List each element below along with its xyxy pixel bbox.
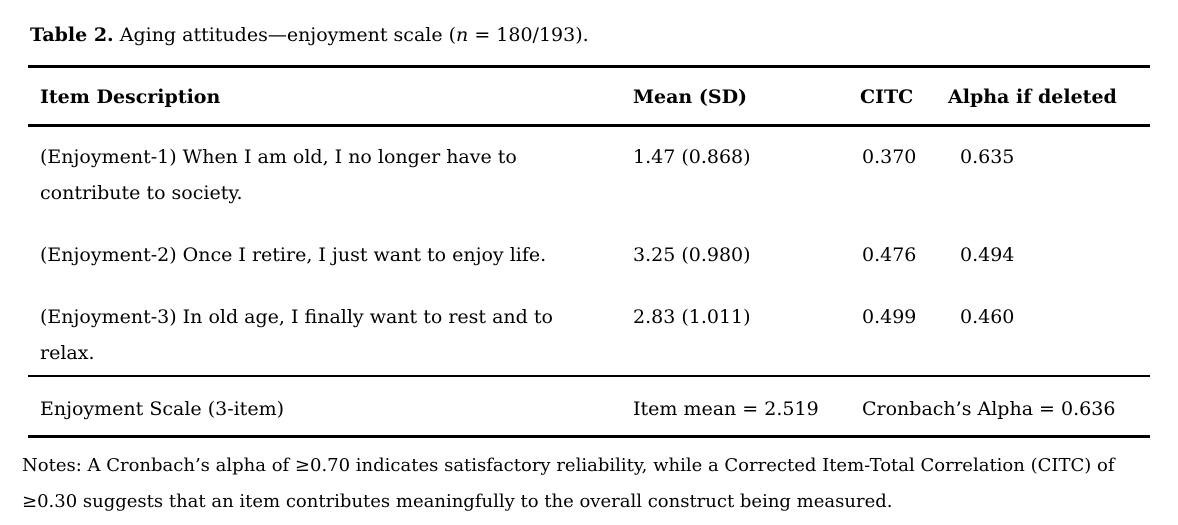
alpha-cell: 0.460 <box>960 306 1015 328</box>
table-row-enjoyment-1: (Enjoyment-1) When I am old, I no longer… <box>28 127 1150 225</box>
item-description-cell: (Enjoyment-1) When I am old, I no longer… <box>40 146 517 204</box>
table-row-enjoyment-2: (Enjoyment-2) Once I retire, I just want… <box>28 225 1150 287</box>
table-notes: Notes: A Cronbach’s alpha of ≥0.70 indic… <box>22 455 1115 512</box>
column-header-item-description: Item Description <box>40 86 221 108</box>
mean-sd-cell: 3.25 (0.980) <box>633 244 751 266</box>
table-caption: Table 2. Aging attitudes—enjoyment scale… <box>0 0 1178 49</box>
table-row-enjoyment-3: (Enjoyment-3) In old age, I finally want… <box>28 287 1150 375</box>
column-header-mean-sd: Mean (SD) <box>633 86 748 108</box>
table-mid-rule <box>28 375 1150 377</box>
summary-scale-label: Enjoyment Scale (3-item) <box>40 398 284 420</box>
table-summary-row: Enjoyment Scale (3-item) Item mean = 2.5… <box>28 377 1150 438</box>
table-caption-text: Aging attitudes—enjoyment scale ( <box>113 24 457 46</box>
alpha-cell: 0.635 <box>960 146 1015 168</box>
mean-sd-cell: 1.47 (0.868) <box>633 146 751 168</box>
table-caption-label: Table 2. <box>30 24 114 46</box>
summary-item-mean: Item mean = 2.519 <box>633 398 819 420</box>
table-caption-n-variable: n <box>456 24 469 46</box>
citc-cell: 0.476 <box>862 244 917 266</box>
citc-cell: 0.499 <box>862 306 917 328</box>
reliability-table: Item Description Mean (SD) CITC Alpha if… <box>28 65 1150 438</box>
table-caption-sample-size: = 180/193). <box>468 24 589 46</box>
table-header-row: Item Description Mean (SD) CITC Alpha if… <box>28 68 1150 127</box>
mean-sd-cell: 2.83 (1.011) <box>633 306 751 328</box>
item-description-cell: (Enjoyment-3) In old age, I finally want… <box>40 306 553 364</box>
item-description-cell: (Enjoyment-2) Once I retire, I just want… <box>40 244 547 266</box>
citc-cell: 0.370 <box>862 146 917 168</box>
summary-cronbach-alpha: Cronbach’s Alpha = 0.636 <box>862 398 1116 420</box>
alpha-cell: 0.494 <box>960 244 1015 266</box>
column-header-citc: CITC <box>860 86 914 108</box>
column-header-alpha-if-deleted: Alpha if deleted <box>948 86 1117 108</box>
